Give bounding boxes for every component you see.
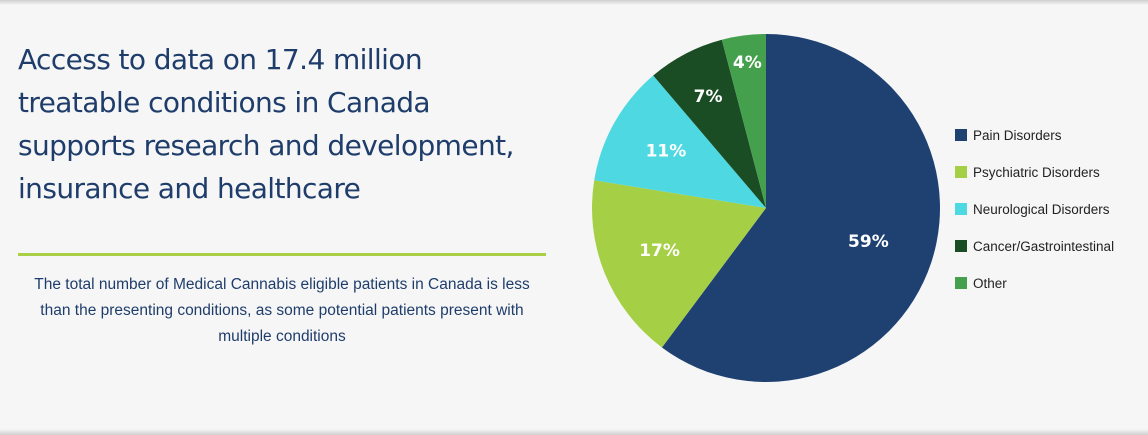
headline: Access to data on 17.4 million treatable… (18, 43, 514, 205)
legend-item: Pain Disorders (955, 125, 1114, 145)
bottom-border (0, 429, 1148, 435)
legend-swatch (955, 129, 967, 141)
legend-swatch (955, 166, 967, 178)
legend-label: Psychiatric Disorders (973, 164, 1100, 180)
pie-slice-2 (592, 180, 766, 348)
pie-slices (592, 34, 940, 383)
pie-slice-5 (721, 34, 766, 208)
pie-slice-3 (594, 75, 766, 208)
legend-item: Neurological Disorders (955, 199, 1114, 219)
legend-item: Psychiatric Disorders (955, 162, 1114, 182)
pie-slice-1 (661, 34, 940, 383)
pie-chart: 59% 17% 11% 7% 4% (592, 34, 940, 383)
legend-label: Cancer/Gastrointestinal (973, 238, 1115, 254)
pie-label-5: 4% (733, 53, 762, 73)
legend-label: Pain Disorders (973, 127, 1062, 143)
pie-label-4: 7% (694, 87, 723, 107)
description-text: The total number of Medical Cannabis eli… (34, 276, 530, 345)
pie-label-2: 17% (639, 241, 680, 261)
pie-labels: 59% 17% 11% 7% 4% (639, 53, 889, 261)
legend-item: Other (955, 273, 1114, 293)
accent-divider (18, 253, 546, 256)
legend-swatch (955, 203, 967, 215)
legend-item: Cancer/Gastrointestinal (955, 236, 1114, 256)
legend-swatch (955, 277, 967, 289)
chart-legend: Pain Disorders Psychiatric Disorders Neuro… (955, 125, 1114, 310)
legend-swatch (955, 240, 967, 252)
pie-label-1: 59% (848, 232, 889, 252)
legend-label: Neurological Disorders (973, 201, 1110, 217)
legend-label: Other (973, 275, 1007, 291)
top-border (0, 0, 1148, 5)
pie-label-3: 11% (646, 142, 687, 162)
pie-slice-4 (653, 39, 766, 209)
